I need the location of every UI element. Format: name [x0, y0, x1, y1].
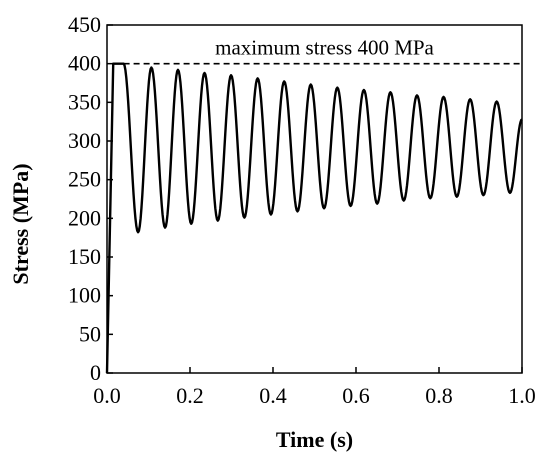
- y-tick-label: 100: [68, 283, 101, 308]
- y-axis-title: Stress (MPa): [8, 163, 33, 284]
- x-tick-label: 0.8: [425, 383, 453, 408]
- plot-area-frame: [106, 24, 523, 374]
- y-tick-label: 250: [68, 167, 101, 192]
- y-tick-label: 400: [68, 51, 101, 76]
- y-tick-label: 450: [68, 12, 101, 37]
- x-tick-label: 1.0: [508, 383, 536, 408]
- y-tick-label: 150: [68, 244, 101, 269]
- y-tick-label: 50: [79, 321, 101, 346]
- x-tick-label: 0.2: [176, 383, 204, 408]
- x-axis-ticks: 0.0 0.2 0.4 0.6 0.8 1.0: [93, 367, 536, 408]
- max-stress-annotation: maximum stress 400 MPa: [215, 36, 434, 60]
- stress-series-line: [105, 62, 523, 374]
- y-tick-label: 0: [90, 360, 101, 385]
- x-tick-label: 0.6: [342, 383, 370, 408]
- y-tick-label: 200: [68, 205, 101, 230]
- y-axis-ticks: 0 50 100 150 200 250 300 350 400 450: [68, 12, 113, 385]
- x-axis-title: Time (s): [276, 427, 353, 452]
- y-tick-label: 300: [68, 128, 101, 153]
- x-tick-label: 0.4: [259, 383, 287, 408]
- x-tick-label: 0.0: [93, 383, 121, 408]
- y-tick-label: 350: [68, 89, 101, 114]
